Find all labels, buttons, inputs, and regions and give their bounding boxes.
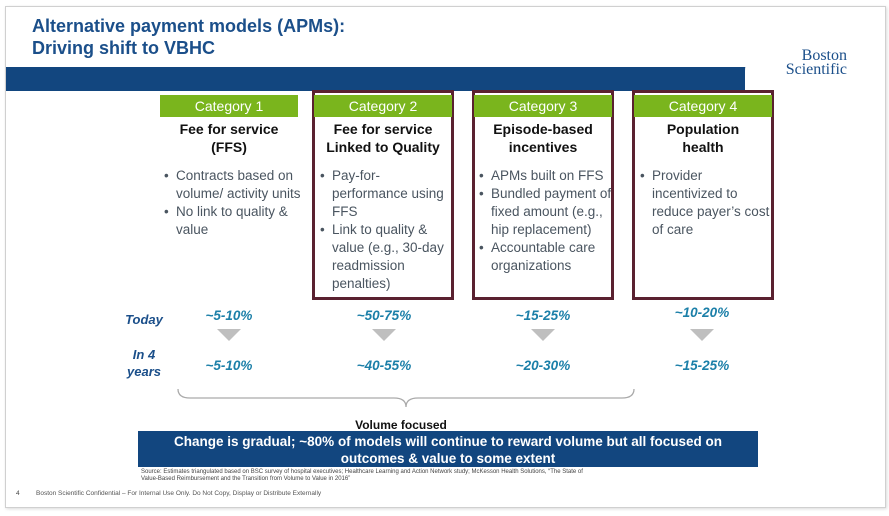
category-1-bullets: Contracts based on volume/ activity unit…	[164, 167, 304, 239]
category-4-bullets: Provider incentivized to reduce payer’s …	[640, 167, 774, 239]
category-1-title-line-2: (FFS)	[159, 138, 299, 156]
source-line-1: Source: Estimates triangulated based on …	[141, 469, 761, 476]
category-3-title-line-1: Episode-based	[473, 120, 613, 138]
in-4-years-line-2: years	[114, 363, 174, 380]
boston-scientific-logo: Boston Scientific	[743, 49, 847, 77]
category-4-in4-percent: ~15-25%	[642, 358, 762, 373]
category-2-title-line-2: Linked to Quality	[313, 138, 453, 156]
category-2-header: Category 2	[314, 95, 452, 117]
logo-line-2: Scientific	[743, 63, 847, 77]
category-4-today-percent: ~10-20%	[642, 305, 762, 320]
title-line-2: Driving shift to VBHC	[32, 37, 345, 59]
category-1-in4-percent: ~5-10%	[169, 358, 289, 373]
down-arrow-icon	[690, 329, 714, 341]
category-4-bullet: Provider incentivized to reduce payer’s …	[640, 167, 774, 239]
category-3-today-percent: ~15-25%	[483, 308, 603, 323]
volume-focused-label: Volume focused	[326, 418, 476, 432]
category-4-title-line-1: Population	[633, 120, 773, 138]
slide: Alternative payment models (APMs): Drivi…	[5, 6, 886, 508]
in-4-years-label: In 4 years	[114, 346, 174, 380]
category-2-bullets: Pay-for-performance using FFS Link to qu…	[320, 167, 452, 293]
down-arrow-icon	[531, 329, 555, 341]
category-2-title: Fee for service Linked to Quality	[313, 120, 453, 156]
category-4-header: Category 4	[634, 95, 772, 117]
category-3-in4-percent: ~20-30%	[483, 358, 603, 373]
page-number: 4	[16, 490, 20, 497]
volume-brace	[176, 387, 636, 409]
down-arrow-icon	[372, 329, 396, 341]
category-2-bullet: Pay-for-performance using FFS	[320, 167, 452, 221]
category-2-bullet: Link to quality & value (e.g., 30-day re…	[320, 221, 452, 293]
category-3-title: Episode-based incentives	[473, 120, 613, 156]
confidentiality-footer: Boston Scientific Confidential – For Int…	[36, 490, 321, 497]
source-line-2: Value-Based Reimbursement and the Transi…	[141, 476, 761, 483]
conclusion-line-1: Change is gradual; ~80% of models will c…	[138, 433, 758, 450]
in-4-years-line-1: In 4	[114, 346, 174, 363]
category-2-title-line-1: Fee for service	[313, 120, 453, 138]
title-line-1: Alternative payment models (APMs):	[32, 15, 345, 37]
category-3-header: Category 3	[474, 95, 612, 117]
category-4-title-line-2: health	[633, 138, 773, 156]
conclusion-banner: Change is gradual; ~80% of models will c…	[138, 431, 758, 467]
category-2-today-percent: ~50-75%	[324, 308, 444, 323]
category-1-bullet: No link to quality & value	[164, 203, 304, 239]
category-3-bullet: APMs built on FFS	[479, 167, 613, 185]
category-3-bullet: Bundled payment of fixed amount (e.g., h…	[479, 185, 613, 239]
category-1-bullet: Contracts based on volume/ activity unit…	[164, 167, 304, 203]
today-label: Today	[114, 311, 174, 328]
category-3-title-line-2: incentives	[473, 138, 613, 156]
down-arrow-icon	[217, 329, 241, 341]
conclusion-line-2: outcomes & value to some extent	[138, 450, 758, 467]
slide-title: Alternative payment models (APMs): Drivi…	[32, 15, 345, 59]
source-note: Source: Estimates triangulated based on …	[141, 469, 761, 483]
category-1-today-percent: ~5-10%	[169, 308, 289, 323]
category-4-title: Population health	[633, 120, 773, 156]
category-1-header: Category 1	[160, 95, 298, 117]
category-1-title: Fee for service (FFS)	[159, 120, 299, 156]
category-2-in4-percent: ~40-55%	[324, 358, 444, 373]
category-3-bullet: Accountable care organizations	[479, 239, 613, 275]
category-1-title-line-1: Fee for service	[159, 120, 299, 138]
category-3-bullets: APMs built on FFS Bundled payment of fix…	[479, 167, 613, 275]
